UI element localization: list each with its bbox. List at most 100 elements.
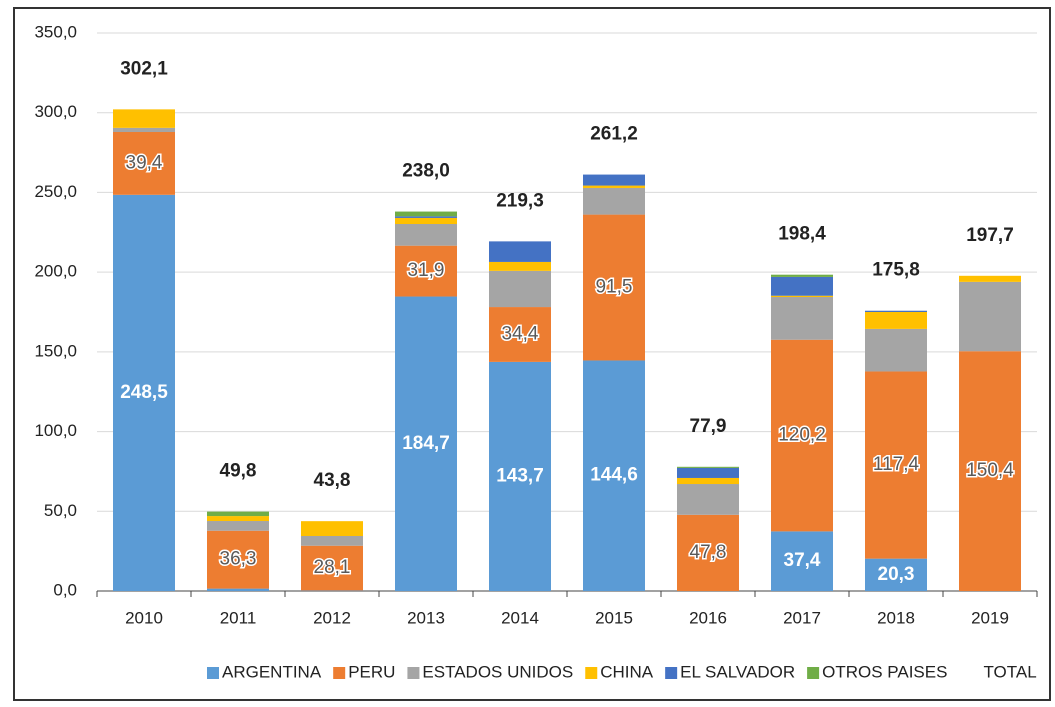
total-label: 238,0 (402, 161, 450, 182)
y-tick-label: 200,0 (34, 262, 77, 281)
bar-segment (771, 531, 833, 591)
bar-segment (959, 351, 1021, 591)
bar-segment (583, 214, 645, 361)
bar-segment (113, 194, 175, 591)
bar-segment (301, 535, 363, 546)
segment-label: 31,9 (408, 260, 445, 281)
legend-label: PERU (348, 662, 395, 681)
segment-label: 248,5 (120, 382, 168, 403)
legend-label: EL SALVADOR (680, 662, 795, 681)
bar-segment (113, 127, 175, 133)
total-label: 49,8 (220, 461, 257, 482)
segment-label: 28,1 (314, 557, 351, 578)
bar-segment (865, 371, 927, 559)
legend-swatch (407, 667, 420, 679)
bar-segment (865, 328, 927, 372)
y-tick-label: 300,0 (34, 102, 77, 121)
bar-segment (959, 281, 1021, 352)
total-label: 77,9 (690, 416, 727, 437)
segment-label: 37,4 (784, 550, 821, 571)
legend-label: TOTAL (983, 662, 1036, 681)
legend-label: CHINA (600, 662, 654, 681)
segment-label: 184,7 (402, 433, 450, 454)
segment-label: 20,3 (878, 564, 915, 585)
legend-label: ARGENTINA (222, 662, 322, 681)
x-tick-label: 2011 (220, 608, 257, 627)
bar-segment (489, 261, 551, 271)
x-tick-label: 2019 (971, 608, 1009, 627)
segment-label: 91,5 (596, 277, 633, 298)
bar-segment (301, 545, 363, 591)
bar-segment (677, 477, 739, 485)
bar-segment (207, 588, 269, 591)
x-tick-label: 2015 (595, 608, 633, 627)
bar-segment (395, 296, 457, 591)
bar-segment (207, 516, 269, 522)
bar-segment (583, 185, 645, 188)
bar-segment (489, 270, 551, 308)
bar-segment (771, 297, 833, 340)
segment-label: 150,4 (966, 460, 1014, 481)
bar-segment (395, 217, 457, 224)
y-tick-label: 250,0 (34, 182, 77, 201)
bar-segment (489, 241, 551, 262)
y-tick-label: 50,0 (44, 501, 77, 520)
bar-segment (959, 275, 1021, 282)
total-label: 302,1 (120, 58, 168, 79)
legend-swatch (665, 667, 678, 679)
x-tick-label: 2016 (689, 608, 727, 627)
bar-segment (395, 216, 457, 218)
x-tick-label: 2014 (501, 608, 539, 627)
total-label: 43,8 (314, 470, 351, 491)
bar-segment (489, 307, 551, 362)
bar-segment (583, 187, 645, 215)
bar-segment (677, 514, 739, 591)
bar-segment (677, 466, 739, 468)
x-tick-label: 2017 (783, 608, 821, 627)
bar-segment (865, 558, 927, 591)
legend-swatch (807, 667, 820, 679)
segment-label: 143,7 (496, 465, 544, 486)
bar-segment (865, 312, 927, 329)
total-label: 261,2 (590, 124, 638, 145)
segment-label: 39,4 (126, 152, 163, 173)
bar-segment (771, 339, 833, 532)
y-tick-label: 100,0 (34, 421, 77, 440)
total-label: 198,4 (778, 224, 826, 245)
x-tick-label: 2018 (877, 608, 915, 627)
legend-swatch (207, 667, 219, 679)
bar-segment (113, 109, 175, 128)
bar-segment (301, 521, 363, 536)
legend-swatch (333, 667, 346, 679)
legend-label: OTROS PAISES (822, 662, 947, 681)
bar-segment (395, 245, 457, 297)
segment-label: 34,4 (502, 323, 539, 344)
bar-segment (113, 132, 175, 195)
segment-label: 117,4 (873, 454, 920, 475)
total-label: 219,3 (496, 190, 544, 211)
segment-label: 120,2 (778, 425, 826, 446)
y-tick-label: 150,0 (34, 341, 77, 360)
total-label: 175,8 (872, 260, 920, 281)
bar-segment (865, 310, 927, 312)
bar-segment (207, 511, 269, 517)
bar-segment (771, 276, 833, 296)
bar-segment (395, 223, 457, 246)
x-tick-label: 2010 (125, 608, 163, 627)
bar-segment (677, 484, 739, 515)
x-tick-label: 2013 (407, 608, 445, 627)
segment-label: 144,6 (590, 465, 638, 486)
segment-label: 36,3 (220, 549, 257, 570)
legend-label: ESTADOS UNIDOS (422, 662, 573, 681)
bar-segment (771, 274, 833, 277)
y-tick-label: 350,0 (34, 22, 77, 41)
bar-segment (395, 211, 457, 217)
bar-segment (207, 521, 269, 531)
bar-segment (677, 467, 739, 478)
bar-segment (583, 360, 645, 591)
bar-segment (771, 295, 833, 298)
total-label: 197,7 (966, 225, 1014, 246)
y-tick-label: 0,0 (53, 580, 77, 599)
legend-swatch (585, 667, 598, 679)
